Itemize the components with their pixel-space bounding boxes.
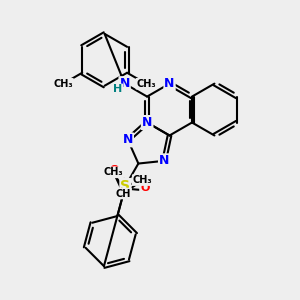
Text: CH₃: CH₃ xyxy=(136,79,156,89)
Text: N: N xyxy=(164,77,175,90)
Text: H: H xyxy=(113,85,122,94)
Text: O: O xyxy=(110,165,119,175)
Text: N: N xyxy=(123,134,133,146)
Text: CH: CH xyxy=(116,188,131,199)
Text: S: S xyxy=(120,179,130,193)
Text: N: N xyxy=(142,116,152,129)
Text: O: O xyxy=(140,183,149,193)
Text: N: N xyxy=(119,77,130,90)
Text: CH₃: CH₃ xyxy=(104,167,123,177)
Text: CH₃: CH₃ xyxy=(53,79,73,89)
Text: N: N xyxy=(142,116,152,129)
Text: CH₃: CH₃ xyxy=(133,175,152,185)
Text: N: N xyxy=(159,154,169,167)
